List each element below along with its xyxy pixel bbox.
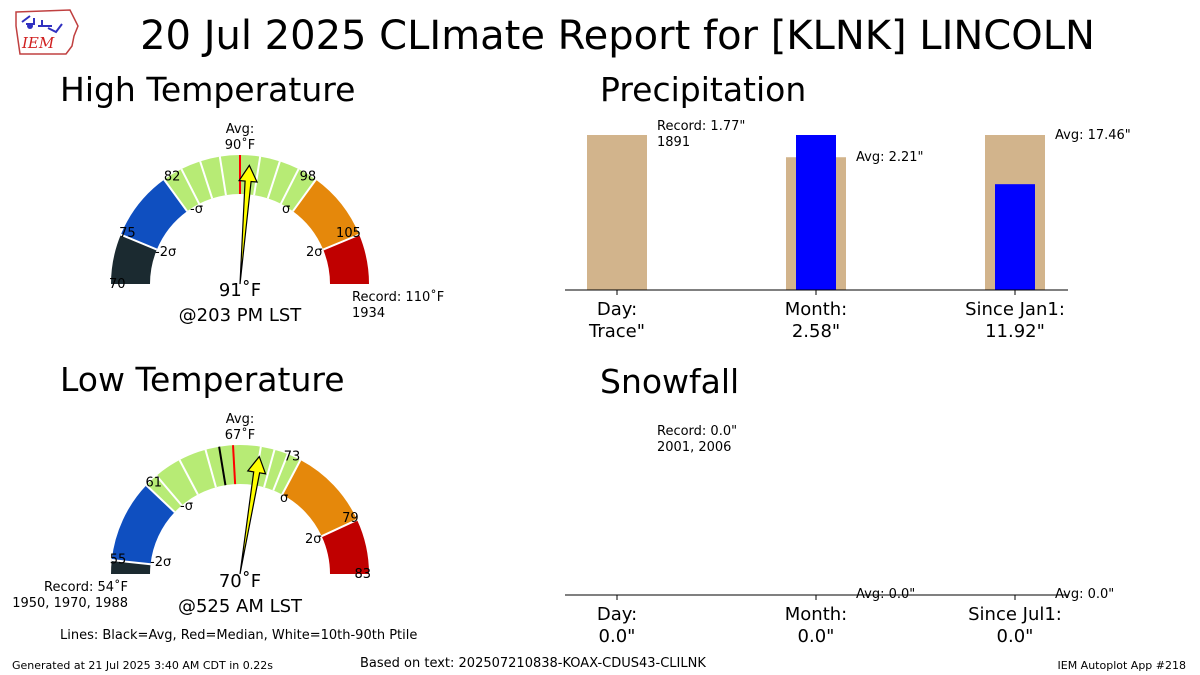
precip-category-label-2: Since Jan1: <box>965 299 1065 320</box>
precip-bar-value-label-0: Record: 1.77" <box>657 119 745 134</box>
high-temp-band-divider-3 <box>322 233 360 251</box>
high-temp-record-years: 1934 <box>352 306 385 321</box>
precip-bar-value-label-1: Avg: 2.21" <box>856 150 924 165</box>
lines-legend: Lines: Black=Avg, Red=Median, White=10th… <box>60 628 418 643</box>
low-temp-observed-value: 70˚F <box>219 571 261 592</box>
high-temp-title: High Temperature <box>60 70 355 109</box>
snow-bar-value-label-0: Record: 0.0" <box>657 424 737 439</box>
iem-logo: IEM <box>12 6 82 58</box>
source-text-footer: Based on text: 202507210838-KOAX-CDUS43-… <box>360 656 706 671</box>
high-temp-sigma-label-3: 2σ <box>306 245 323 260</box>
precip-observed-label-1: 2.58" <box>792 321 840 342</box>
low-temp-tick-label-3: 79 <box>342 511 359 526</box>
high-temp-sigma-label-1: -σ <box>190 202 203 217</box>
high-temp-tick-label-4: 105 <box>336 226 361 241</box>
precip-title: Precipitation <box>600 70 806 109</box>
low-temp-band-divider-2 <box>281 459 302 495</box>
low-temp-avg-line <box>218 446 227 486</box>
low-temp-tick-label-4: 83 <box>354 567 371 582</box>
page-title: 20 Jul 2025 CLImate Report for [KLNK] LI… <box>140 13 1095 59</box>
snow-observed-label-2: 0.0" <box>997 626 1034 647</box>
low-temp-sigma-label-1: -σ <box>180 499 193 514</box>
low-temp-avg-value: 67˚F <box>225 427 256 443</box>
low-temp-sigma-label-3: 2σ <box>305 532 322 547</box>
high-temp-needle <box>238 164 259 285</box>
high-temp-tick-label-1: 75 <box>119 226 136 241</box>
high-temp-ptile-line-3 <box>253 156 262 196</box>
high-temp-ptile-line-5 <box>279 168 300 205</box>
low-temp-ptile-line-0 <box>155 475 183 507</box>
high-temp-ptile-line-1 <box>199 161 214 199</box>
precip-avg-bar-0 <box>587 135 647 290</box>
high-temp-sigma-label-2: σ <box>282 202 290 217</box>
precip-observed-label-0: Trace" <box>588 321 645 342</box>
precip-bar-value-label-2: Avg: 17.46" <box>1055 128 1131 143</box>
low-temp-band-4 <box>321 519 369 574</box>
precip-observed-bar-1 <box>796 135 836 290</box>
high-temp-observed-value: 91˚F <box>219 280 261 301</box>
high-temp-observed-time: @203 PM LST <box>179 305 303 326</box>
low-temp-avg-label: Avg: <box>226 412 254 427</box>
low-temp-tick-label-1: 61 <box>145 476 162 491</box>
low-temp-median-line <box>232 445 237 485</box>
high-temp-ptile-line-0 <box>180 168 201 205</box>
snow-title: Snowfall <box>600 362 739 401</box>
low-temp-record-label: Record: 54˚F <box>44 579 128 595</box>
precip-category-label-1: Month: <box>785 299 847 320</box>
low-temp-sigma-label-2: σ <box>280 491 288 506</box>
low-temp-band-divider-3 <box>321 518 358 538</box>
low-temp-band-1 <box>111 485 175 565</box>
precip-observed-bar-2 <box>995 184 1035 290</box>
high-temp-band-0 <box>111 234 157 284</box>
high-temp-band-divider-2 <box>292 179 317 212</box>
high-temp-band-divider-1 <box>163 179 188 212</box>
high-temp-band-divider-0 <box>120 233 158 251</box>
precip-category-label-0: Day: <box>597 299 637 320</box>
high-temp-tick-label-3: 98 <box>300 169 317 184</box>
low-temp-ptile-line-2 <box>204 449 217 488</box>
high-temp-avg-value: 90˚F <box>225 137 256 153</box>
high-temp-sigma-label-0: -2σ <box>155 245 176 260</box>
snow-category-label-0: Day: <box>597 604 637 625</box>
high-temp-band-3 <box>292 179 360 250</box>
low-temp-band-divider-0 <box>111 559 151 566</box>
high-temp-avg-label: Avg: <box>226 122 254 137</box>
low-temp-ptile-line-5 <box>272 453 289 491</box>
snow-record-years: 2001, 2006 <box>657 440 731 455</box>
low-temp-title: Low Temperature <box>60 360 345 399</box>
low-temp-ptile-line-1 <box>178 459 199 495</box>
high-temp-ptile-line-4 <box>266 161 281 199</box>
snow-observed-label-0: 0.0" <box>599 626 636 647</box>
low-temp-record-years: 1950, 1970, 1988 <box>12 596 128 611</box>
low-temp-tick-label-2: 73 <box>284 449 301 464</box>
high-temp-tick-label-2: 82 <box>164 169 181 184</box>
iem-logo-icon: IEM <box>15 9 79 55</box>
snow-category-label-2: Since Jul1: <box>968 604 1062 625</box>
high-temp-band-4 <box>323 234 369 284</box>
low-temp-band-3 <box>282 460 358 537</box>
snow-observed-label-1: 0.0" <box>798 626 835 647</box>
high-temp-ptile-line-2 <box>218 156 227 196</box>
low-temp-band-divider-1 <box>145 484 176 513</box>
low-temp-tick-label-0: 55 <box>110 553 127 568</box>
logo-text: IEM <box>21 34 55 52</box>
low-temp-observed-time: @525 AM LST <box>178 596 303 617</box>
snow-bar-value-label-2: Avg: 0.0" <box>1055 587 1114 602</box>
high-temp-band-1 <box>120 179 188 250</box>
low-temp-ptile-line-4 <box>263 449 276 488</box>
low-temp-needle <box>239 455 267 575</box>
low-temp-sigma-label-0: -2σ <box>150 555 171 570</box>
high-temp-tick-label-0: 70 <box>109 277 126 292</box>
app-footer: IEM Autoplot App #218 <box>1057 659 1187 672</box>
high-temp-record-label: Record: 110˚F <box>352 289 444 305</box>
precip-record-years: 1891 <box>657 135 690 150</box>
generated-footer: Generated at 21 Jul 2025 3:40 AM CDT in … <box>12 659 273 672</box>
precip-observed-label-2: 11.92" <box>985 321 1045 342</box>
snow-category-label-1: Month: <box>785 604 847 625</box>
